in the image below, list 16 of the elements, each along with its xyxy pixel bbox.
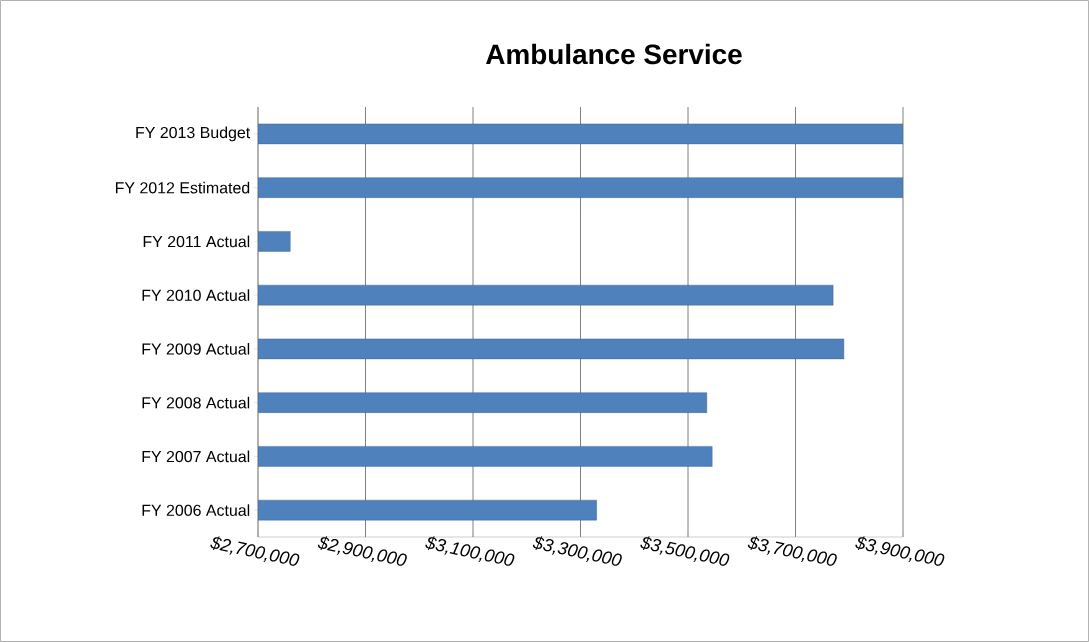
x-tick-label: $2,700,000 (210, 536, 300, 566)
y-tick-label: FY 2012 Estimated (115, 181, 250, 194)
y-tick-label: FY 2011 Actual (143, 235, 250, 248)
x-tick-label: $3,500,000 (640, 536, 730, 566)
y-tick-label: FY 2013 Budget (136, 126, 251, 142)
x-tick-label: $3,100,000 (425, 536, 515, 566)
x-tick-label: $3,300,000 (532, 536, 622, 566)
y-tick-label: FY 2007 Actual (142, 450, 250, 463)
y-tick-label: FY 2010 Actual (142, 289, 250, 301)
x-tick-label: $3,700,000 (747, 536, 837, 566)
y-tick-label: FY 2008 Actual (142, 396, 250, 409)
x-tick-label: $3,900,000 (855, 536, 945, 566)
y-tick-label: FY 2006 Actual (142, 504, 250, 516)
y-tick-label: FY 2009 Actual (142, 343, 250, 355)
x-tick-label: $2,900,000 (317, 536, 407, 566)
chart-title: Ambulance Service (486, 43, 742, 65)
